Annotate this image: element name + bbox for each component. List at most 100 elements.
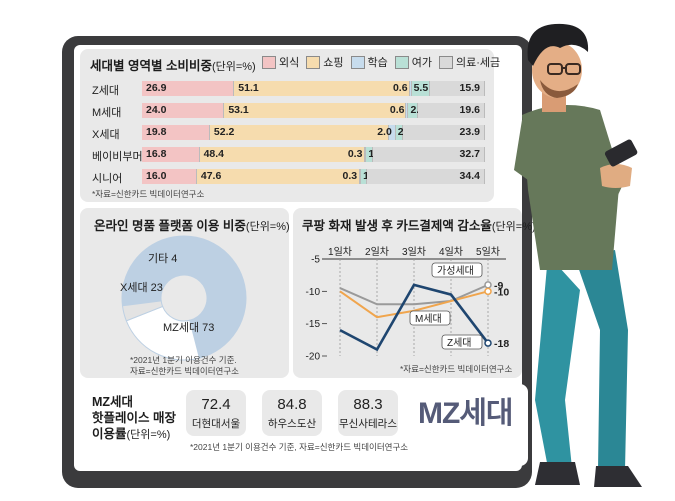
bar-segment: 48.4 bbox=[199, 147, 366, 162]
hotplace-stat-3: 88.3 무신사테라스 bbox=[338, 390, 398, 436]
hotplace-label-2: 하우스도산 bbox=[267, 418, 317, 430]
line-end-label: -10 bbox=[494, 286, 509, 298]
legend-label: 여가 bbox=[411, 57, 432, 69]
coupang-source-note: *자료=신한카드 빅데이터연구소 bbox=[400, 364, 513, 374]
bar-value-label: 52.2 bbox=[213, 126, 235, 138]
bar-value-label: 16.8 bbox=[146, 148, 167, 160]
legend-swatch bbox=[350, 55, 365, 69]
hotplace-source-note: *2021년 1분기 이용건수 기준, 자료=신한카드 빅데이터연구소 bbox=[190, 442, 409, 452]
bar-value-label: 34.4 bbox=[459, 170, 480, 182]
legend-item: 외식 bbox=[262, 54, 299, 70]
bar-segment: 34.4 bbox=[366, 169, 485, 184]
hotplace-value-2: 84.8 bbox=[277, 396, 307, 413]
x-tick-label: 4일차 bbox=[439, 246, 463, 258]
donut-slice-label: 기타 4 bbox=[148, 252, 177, 265]
hotplace-stat-2: 84.8 하우스도산 bbox=[262, 390, 322, 436]
stacked-bar: 19.852.22.02.123.9 bbox=[142, 125, 485, 140]
bar-category-label: M세대 bbox=[92, 107, 122, 119]
line-end-point bbox=[484, 339, 492, 347]
hotplace-stat-1: 72.4 더현대서울 bbox=[186, 390, 246, 436]
legend-label: 쇼핑 bbox=[323, 57, 344, 69]
bar-value-label: 0.6 bbox=[389, 104, 405, 116]
donut-slice bbox=[121, 300, 164, 322]
stacked-bar: 26.9 51.1 0.6 5.5 15.9 bbox=[142, 81, 485, 96]
bar-value-label: 32.7 bbox=[459, 148, 480, 160]
bar-value-label: 0.6 bbox=[392, 82, 408, 94]
legend-swatch bbox=[262, 55, 276, 69]
bar-value-label: 23.9 bbox=[459, 126, 480, 138]
bar-segment: 52.2 bbox=[209, 125, 389, 140]
bar-segment: 47.6 bbox=[196, 169, 361, 184]
hotplace-value-1: 72.4 bbox=[201, 396, 231, 413]
line-series bbox=[339, 283, 489, 306]
bar-value-label: 19.6 bbox=[459, 104, 480, 116]
bar-segment: 51.1 bbox=[234, 81, 410, 96]
bar-value-label: 5.5 bbox=[413, 82, 429, 94]
bar-segment: 16.8 bbox=[142, 147, 200, 162]
bar-segment: 32.7 bbox=[372, 147, 485, 162]
bar-value-label: 53.1 bbox=[228, 104, 249, 116]
bar-segment: 24.0 bbox=[142, 103, 225, 118]
bar-segment: 15.9 bbox=[430, 81, 485, 96]
donut-slice bbox=[121, 235, 247, 359]
bar-segment: 5.5 bbox=[411, 81, 431, 96]
bar-value-label: 15.9 bbox=[459, 82, 480, 94]
bar-value-label: 26.9 bbox=[146, 82, 167, 94]
coupang-decline-title: 쿠팡 화재 발생 후 카드결제액 감소율(단위=%) bbox=[302, 219, 536, 233]
x-tick-label: 1일차 bbox=[328, 246, 352, 258]
hotplace-label-3: 무신사테라스 bbox=[339, 418, 397, 430]
bar-segment: 0.3 bbox=[348, 147, 367, 162]
legend-item: 쇼핑 bbox=[306, 54, 344, 70]
x-tick-label: 2일차 bbox=[365, 246, 389, 258]
line-series bbox=[339, 283, 490, 352]
y-tick-label: -10 bbox=[306, 287, 321, 298]
bar-value-label: 0.3 bbox=[342, 170, 358, 182]
bar-category-label: Z세대 bbox=[92, 85, 119, 97]
bar-value-label: 48.4 bbox=[203, 148, 224, 160]
bar-segment: 16.0 bbox=[142, 169, 197, 184]
bar-value-label: 24.0 bbox=[146, 104, 167, 116]
bar-category-label: 시니어 bbox=[92, 173, 123, 185]
y-tick-label: -5 bbox=[311, 255, 320, 266]
stacked-bar: 16.848.40.31.932.7 bbox=[142, 147, 485, 162]
bar-segment: 0.6 bbox=[390, 103, 409, 118]
legend-swatch bbox=[306, 55, 321, 69]
series-label-box bbox=[441, 334, 483, 350]
bar-segment: 0.6 bbox=[393, 81, 412, 96]
hotplace-title: MZ세대 핫플레이스 매장 이용률(단위=%) bbox=[92, 395, 176, 441]
legend-label: 학습 bbox=[367, 57, 388, 69]
spending-source-note: *자료=신한카드 빅데이터연구소 bbox=[92, 189, 205, 199]
luxury-note-line-1: *2021년 1분기 이용건수 기준. bbox=[130, 355, 237, 365]
x-tick-label: 5일차 bbox=[476, 246, 500, 258]
legend-item: 여가 bbox=[394, 54, 432, 70]
line-end-point bbox=[484, 287, 492, 296]
hotplace-value-3: 88.3 bbox=[353, 396, 383, 413]
spending-legend: 외식 쇼핑 학습 여가 의료·세금 bbox=[262, 54, 500, 70]
line-end-label: -18 bbox=[494, 338, 509, 350]
legend-item: 의료·세금 bbox=[439, 54, 500, 70]
legend-swatch bbox=[439, 55, 453, 69]
luxury-platform-title: 온라인 명품 플랫폼 이용 비중(단위=%) bbox=[94, 219, 290, 233]
bar-segment: 26.9 bbox=[142, 81, 235, 96]
stacked-bar: 16.047.60.31.734.4 bbox=[142, 169, 485, 184]
spending-share-title: 세대별 영역별 소비비중(단위=%) bbox=[90, 59, 256, 73]
series-name-label: 가성세대 bbox=[437, 265, 474, 277]
legend-swatch bbox=[394, 55, 409, 69]
series-name-label: M세대 bbox=[415, 313, 442, 325]
hotplace-label-1: 더현대서울 bbox=[191, 418, 241, 430]
y-tick-label: -20 bbox=[306, 352, 321, 363]
bar-segment: 19.6 bbox=[417, 103, 485, 118]
x-tick-label: 3일차 bbox=[402, 246, 426, 258]
series-label-box bbox=[431, 262, 483, 278]
donut-slice-label: MZ세대 73 bbox=[163, 321, 214, 334]
bar-value-label: 51.1 bbox=[238, 82, 259, 94]
bar-segment: 0.3 bbox=[343, 169, 362, 184]
bar-value-label: 47.6 bbox=[200, 170, 222, 182]
donut-slice-label: X세대 23 bbox=[120, 281, 163, 294]
bar-category-label: X세대 bbox=[92, 129, 120, 141]
series-name-label: Z세대 bbox=[447, 337, 472, 349]
donut-slice bbox=[125, 305, 201, 361]
